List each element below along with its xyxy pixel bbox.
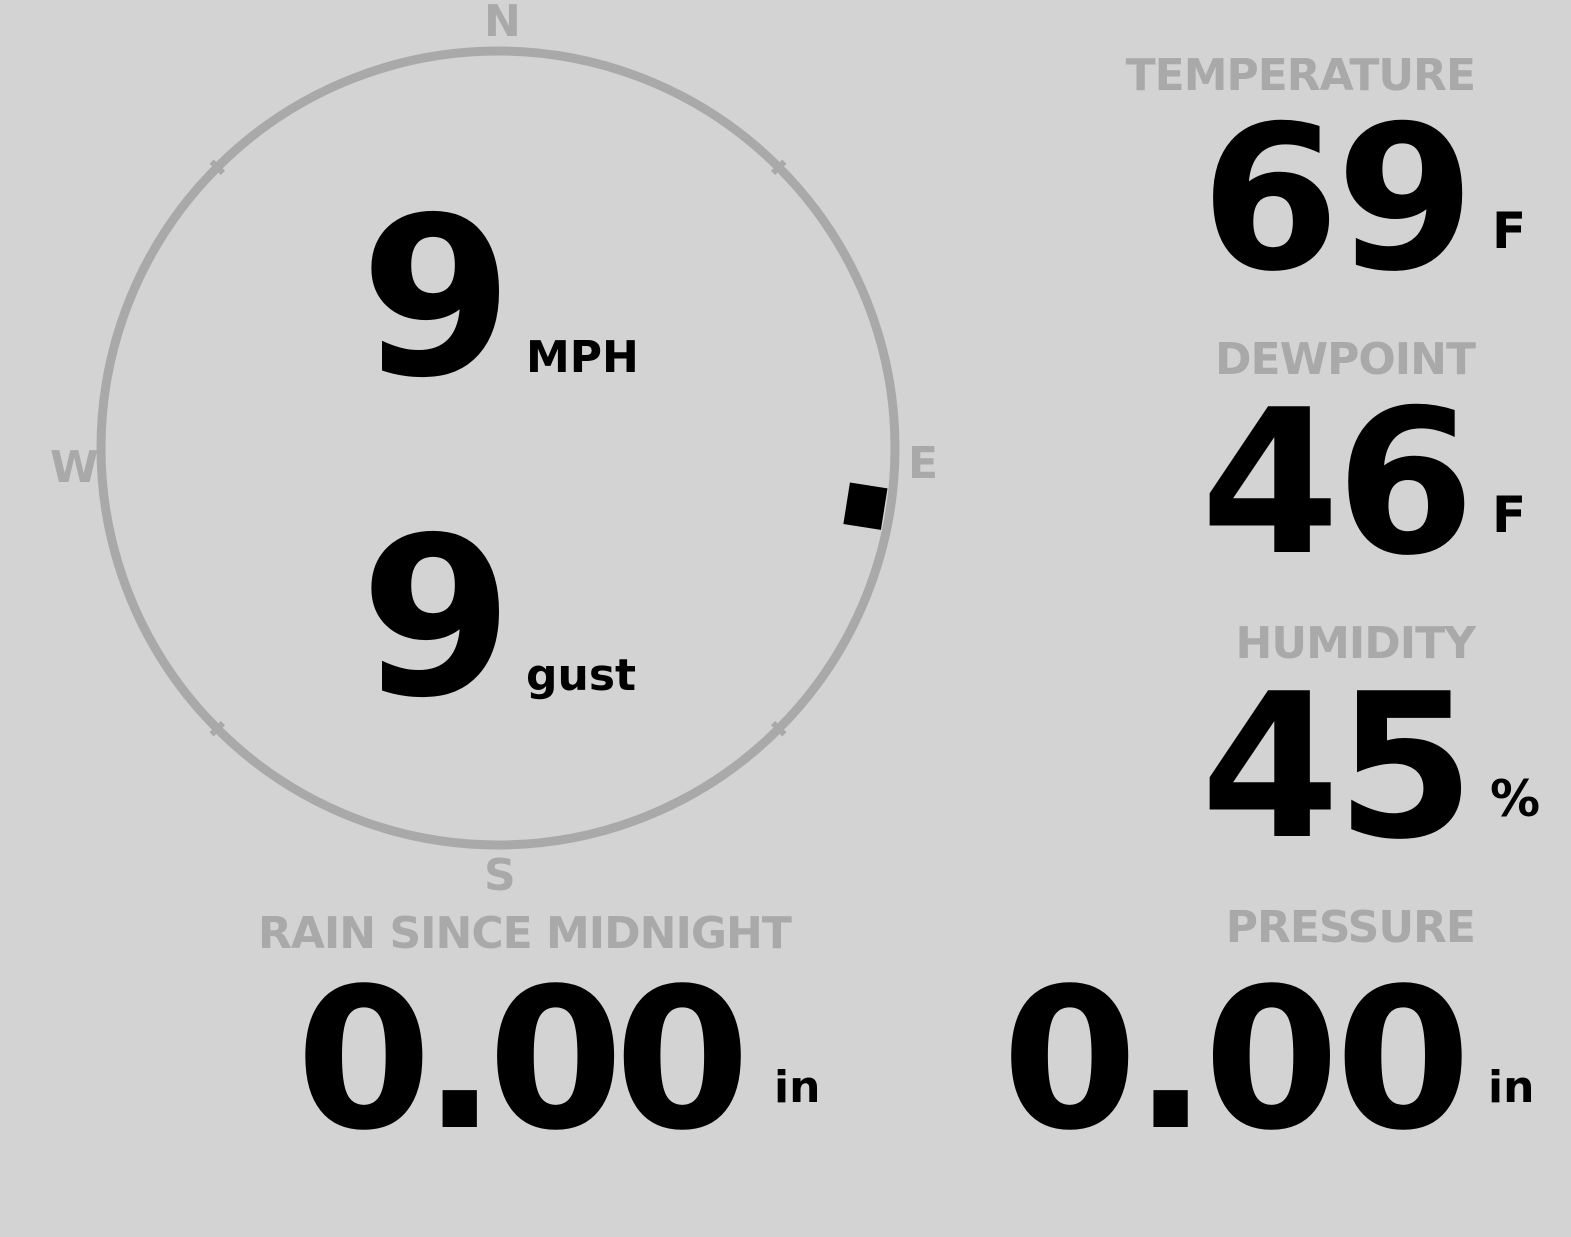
temperature-unit: F [1492, 202, 1527, 260]
temperature-value: 69 [1200, 83, 1475, 316]
pressure-label: PRESSURE [1225, 902, 1476, 953]
rain-label: RAIN SINCE MIDNIGHT [258, 908, 792, 959]
rain-unit: in [774, 1062, 821, 1113]
wind-gust-unit: gust [526, 650, 637, 701]
compass-east: E [908, 438, 939, 489]
compass-north: N [484, 0, 521, 47]
compass-tick [770, 159, 787, 176]
pressure-value: 0.00 [1001, 946, 1471, 1173]
humidity-unit: % [1490, 770, 1541, 828]
compass-south: S [484, 850, 516, 901]
wind-speed-value: 9 [360, 170, 513, 426]
pressure-unit: in [1488, 1062, 1535, 1113]
humidity-value: 45 [1200, 651, 1475, 884]
compass-ring [96, 46, 900, 850]
wind-compass [96, 46, 900, 850]
compass-tick [209, 159, 226, 176]
rain-value: 0.00 [296, 946, 750, 1173]
dewpoint-value: 46 [1200, 367, 1475, 600]
compass-tick [209, 720, 226, 737]
dewpoint-unit: F [1492, 486, 1527, 544]
wind-speed-unit: MPH [526, 332, 639, 383]
wind-direction-marker [843, 482, 888, 530]
humidity-label: HUMIDITY [1235, 618, 1476, 669]
temperature-label: TEMPERATURE [1125, 50, 1476, 101]
compass-tick [770, 720, 787, 737]
compass-west: W [50, 442, 99, 493]
dewpoint-label: DEWPOINT [1215, 334, 1476, 385]
wind-gust-value: 9 [360, 490, 513, 746]
